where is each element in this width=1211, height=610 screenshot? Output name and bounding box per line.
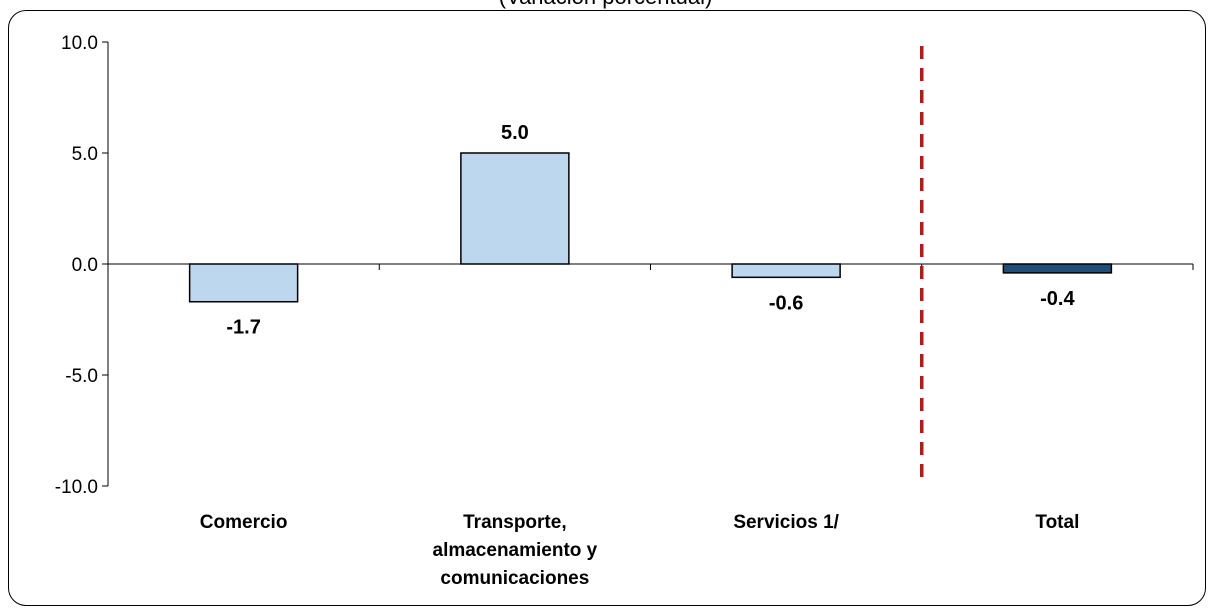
data-label: 5.0 [501, 122, 529, 144]
category-label: Transporte, almacenamiento y comunicacione… [433, 512, 598, 589]
category-label-line: Transporte, [463, 512, 566, 533]
category-labels: Comercio Transporte, almacenamiento y comun… [200, 512, 1080, 589]
category-label: Comercio [200, 512, 288, 533]
chart-title: (Variación porcentual) [0, 0, 1211, 10]
category-label-line: almacenamiento y [433, 540, 598, 561]
bar [731, 263, 841, 279]
y-tick-label: 0.0 [72, 255, 98, 276]
bar [1002, 263, 1113, 274]
data-label: -1.7 [226, 317, 260, 339]
y-tick-label: 5.0 [72, 144, 98, 165]
bar [460, 152, 570, 265]
bars [188, 152, 1113, 303]
y-tick-label: -10.0 [55, 477, 98, 498]
category-label-line: comunicaciones [440, 568, 589, 589]
data-label: -0.4 [1040, 288, 1075, 310]
y-tick-label: -5.0 [65, 366, 98, 387]
category-label-line: Comercio [200, 512, 288, 533]
category-label: Servicios 1/ [733, 512, 839, 533]
category-label: Total [1035, 512, 1079, 533]
category-label-line: Total [1035, 512, 1079, 533]
y-axis: 10.0 5.0 0.0 -5.0 -10.0 [55, 33, 109, 498]
y-tick-label: 10.0 [61, 33, 98, 54]
data-label: -0.6 [769, 292, 803, 314]
data-labels: -1.7 5.0 -0.6 -0.4 [226, 122, 1075, 339]
chart-frame [8, 10, 1206, 606]
category-label-line: Servicios 1/ [733, 512, 839, 533]
bar [188, 263, 299, 303]
